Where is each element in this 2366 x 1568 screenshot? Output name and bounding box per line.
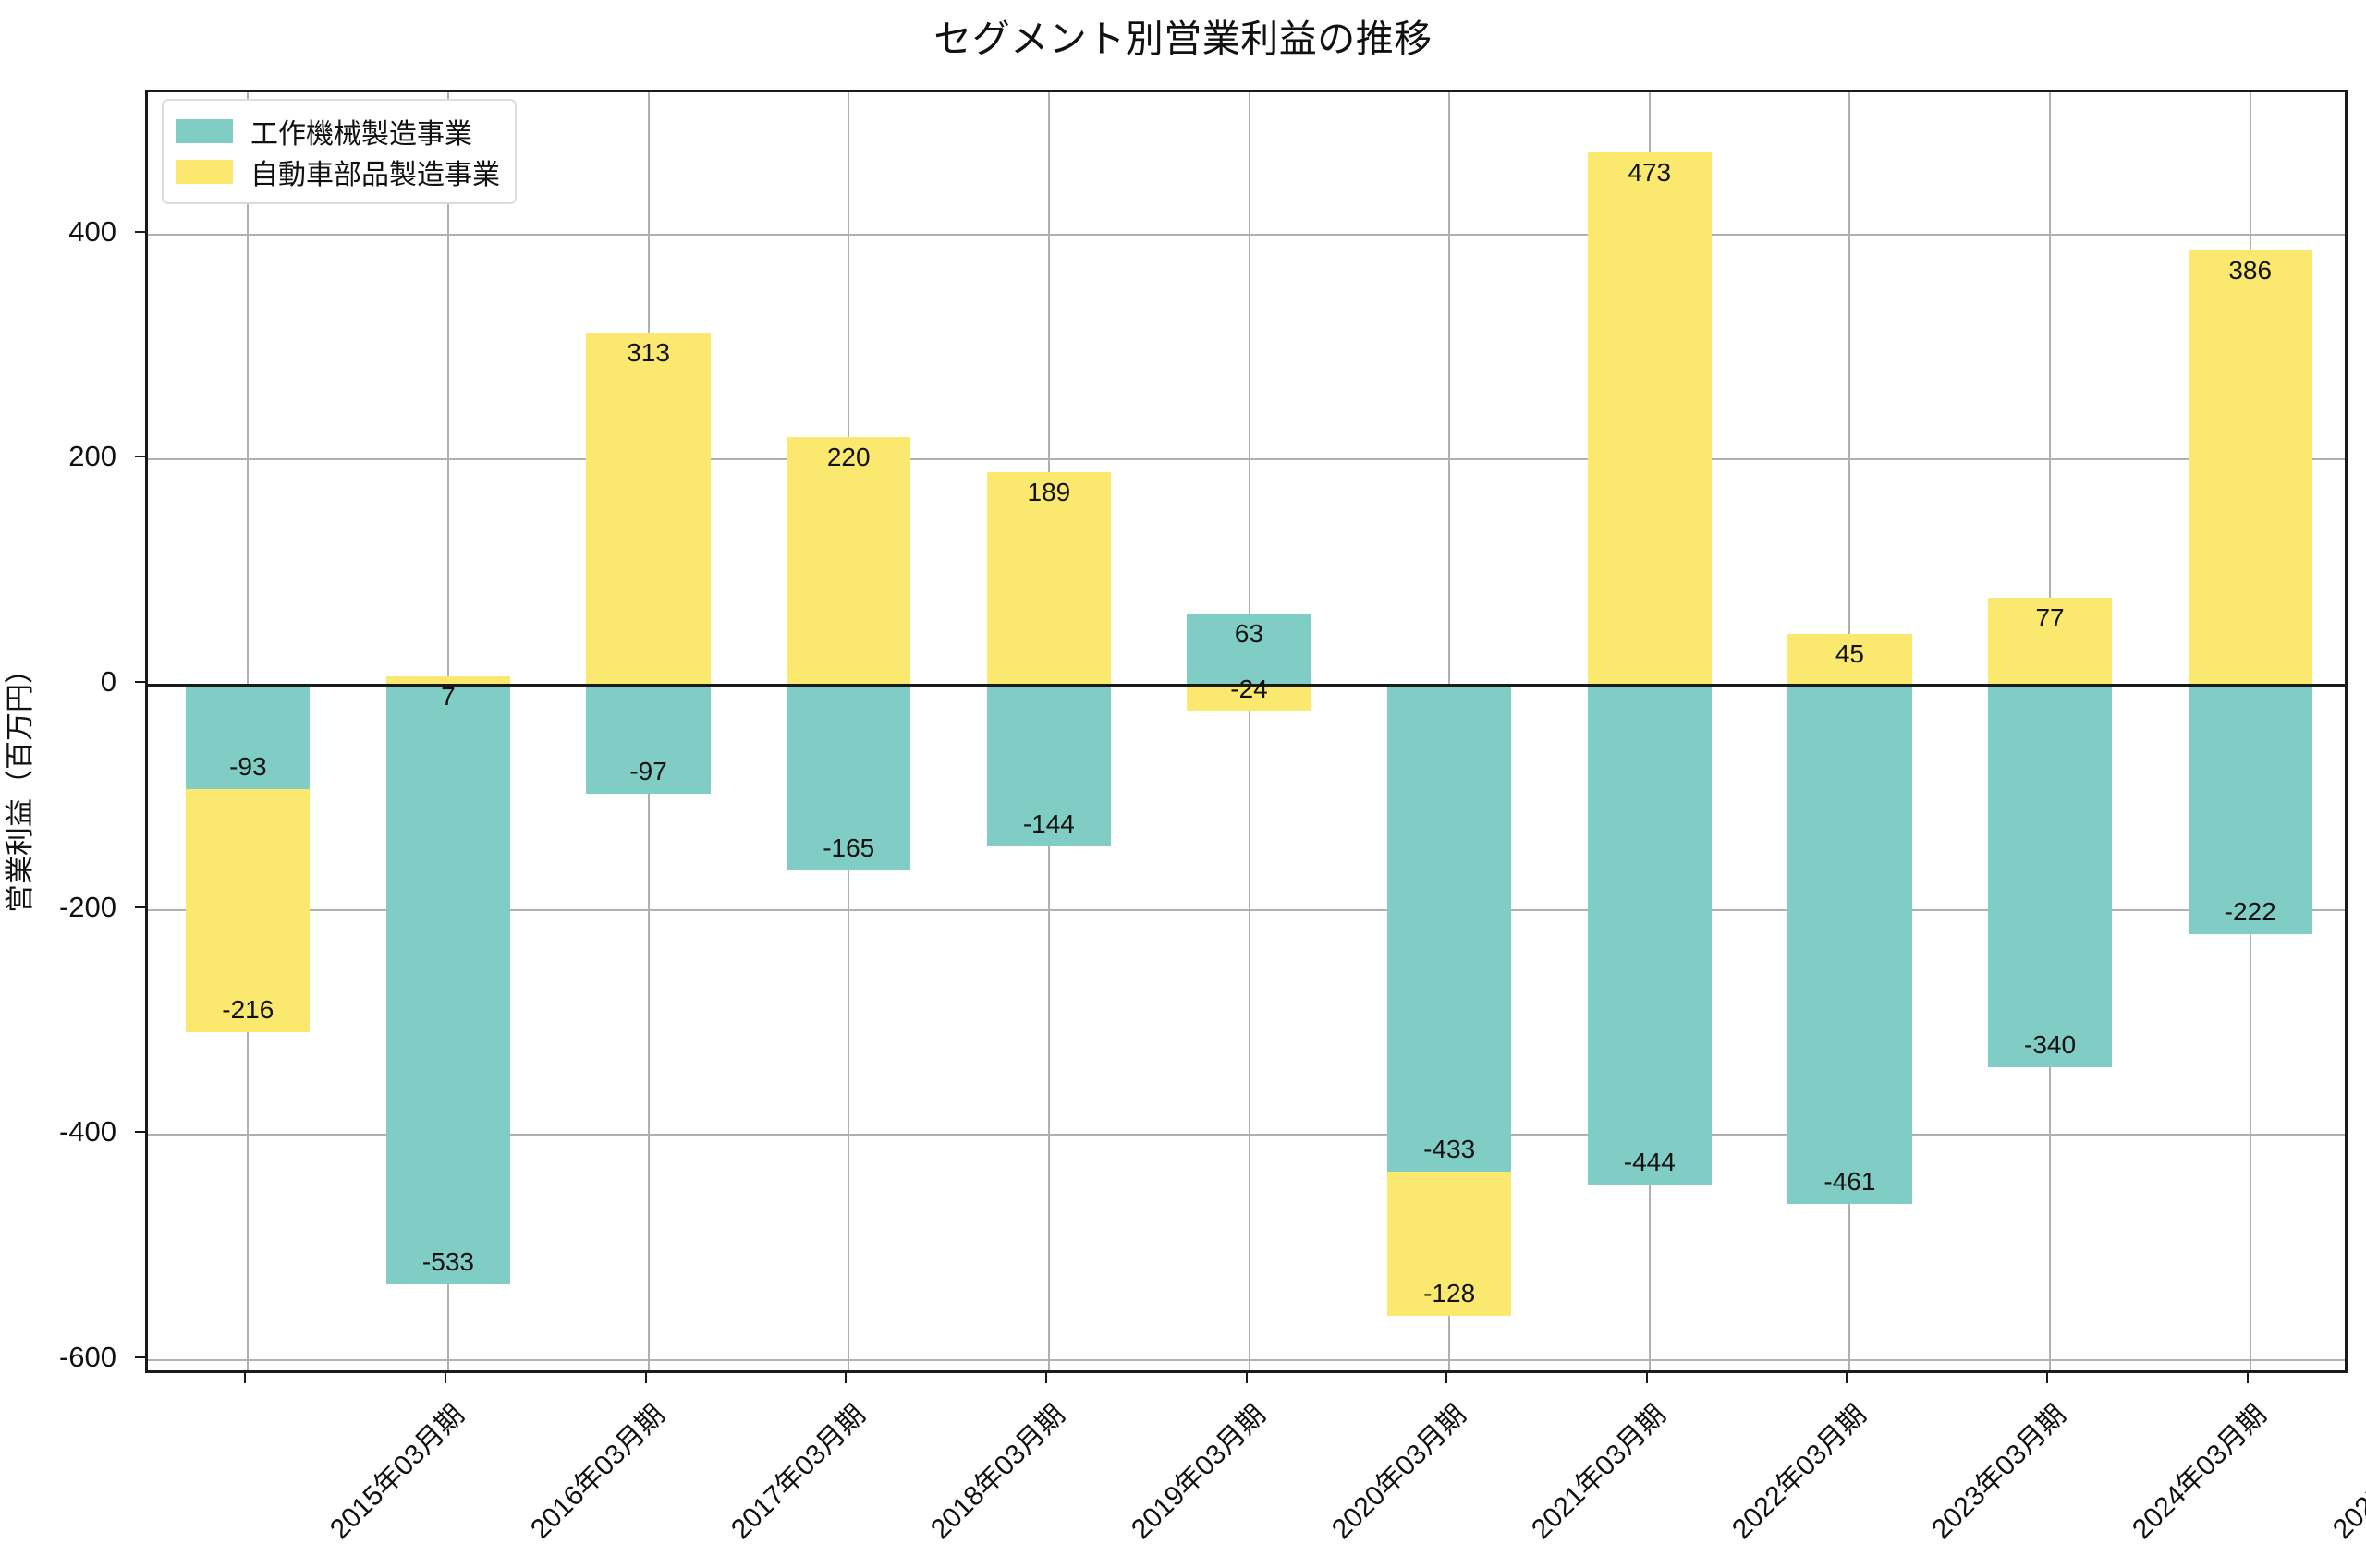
x-tick-label: 2015年03月期 [324,1399,471,1546]
x-tick-mark [644,1373,647,1383]
bar-segment[interactable] [2188,249,2312,685]
bar-segment[interactable] [1987,684,2113,1068]
x-tick-label: 2016年03月期 [524,1399,671,1546]
bar-value-label: -24 [1230,675,1268,704]
bar-value-label: -533 [421,1247,474,1277]
bar-segment[interactable] [1386,1172,1512,1317]
x-tick-label: 2024年03月期 [2127,1399,2273,1546]
bar-value-label: -461 [1823,1166,1876,1196]
chart-legend: 工作機械製造事業 自動車部品製造事業 [162,99,517,204]
bar-value-label: -216 [222,995,274,1025]
x-tick-label: 2018年03月期 [925,1399,1072,1546]
legend-swatch-machine-tools [176,119,233,143]
legend-label-auto-parts: 自動車部品製造事業 [250,160,500,190]
legend-item-auto-parts[interactable]: 自動車部品製造事業 [176,152,500,192]
x-tick-label: 2020年03月期 [1325,1399,1472,1546]
bar-value-label: 45 [1835,639,1864,669]
bar-segment[interactable] [1187,684,1311,712]
bar-value-label: -93 [229,752,267,782]
gridline-vertical [1248,92,1250,1370]
legend-label-machine-tools: 工作機械製造事業 [250,119,472,150]
y-tick-mark [135,1355,145,1358]
y-tick-label: -400 [58,1115,116,1149]
zero-line [148,683,2345,687]
x-tick-mark [1044,1373,1047,1383]
x-tick-mark [845,1373,848,1383]
bar-value-label: -340 [2024,1030,2077,1060]
x-tick-mark [1846,1373,1848,1383]
x-tick-mark [2246,1373,2249,1383]
x-tick-label: 2017年03月期 [725,1399,872,1546]
bar-segment[interactable] [385,684,511,1285]
y-tick-label: 0 [100,664,116,698]
gridline-horizontal [148,1358,2345,1361]
bar-segment[interactable] [1386,684,1512,1173]
bar-value-label: -433 [1423,1135,1476,1164]
gridline-horizontal [148,908,2345,911]
bar-value-label: -97 [629,757,667,786]
x-tick-mark [1245,1373,1248,1383]
bar-value-label: 63 [1234,619,1264,649]
bar-segment[interactable] [385,676,511,685]
bar-value-label: -144 [1022,809,1075,839]
y-tick-mark [135,1131,145,1134]
bar-value-label: 386 [2228,255,2273,285]
x-tick-mark [1445,1373,1448,1383]
legend-item-machine-tools[interactable]: 工作機械製造事業 [176,111,500,152]
gridline-horizontal [148,233,2345,236]
bar-value-label: 473 [1628,157,1672,187]
y-tick-mark [135,906,145,908]
plot-area: -93 -216 -533 7 -97 313 -165 220 -144 189 63 -24 -43… [145,90,2348,1373]
bar-segment[interactable] [1787,634,1912,685]
bar-value-label: -128 [1423,1279,1476,1308]
y-tick-mark [135,230,145,233]
bar-value-label: -444 [1623,1147,1676,1176]
bar-segment[interactable] [586,684,711,795]
bar-segment[interactable] [1587,684,1712,1185]
y-tick-mark [135,680,145,683]
bar-value-label: 313 [627,337,670,367]
bar-segment[interactable] [787,684,911,870]
x-tick-label: 2021年03月期 [1526,1399,1672,1546]
y-tick-label: 200 [68,440,116,473]
x-tick-label: 2025年03月期 [2326,1399,2366,1546]
bar-value-label: -222 [2224,897,2276,927]
bar-value-label: 77 [2035,603,2065,633]
bar-value-label: 189 [1027,477,1071,506]
bar-segment[interactable] [787,436,911,685]
bar-segment[interactable] [986,684,1112,847]
y-tick-label: -600 [58,1340,116,1373]
bar-value-label: 220 [826,442,871,471]
bar-segment[interactable] [1787,684,1912,1204]
bar-segment[interactable] [1187,614,1311,685]
x-tick-mark [244,1373,247,1383]
x-tick-label: 2019年03月期 [1125,1399,1272,1546]
bar-segment[interactable] [1987,598,2113,685]
y-tick-label: 400 [68,214,116,248]
legend-swatch-auto-parts [176,160,233,184]
x-tick-mark [444,1373,446,1383]
gridline-horizontal [148,1134,2345,1136]
x-tick-label: 2023年03月期 [1926,1399,2073,1546]
y-tick-label: -200 [58,890,116,923]
bar-segment[interactable] [986,471,1112,685]
bar-segment[interactable] [2188,684,2312,935]
bar-segment[interactable] [586,332,711,685]
chart-title: セグメント別営業利益の推移 [933,18,1433,60]
bar-value-label: 7 [441,682,456,711]
bar-segment[interactable] [186,684,311,790]
bar-value-label: -165 [823,833,875,862]
gridline-horizontal [148,458,2345,461]
x-tick-label: 2022年03月期 [1726,1399,1872,1546]
bar-segment[interactable] [186,789,311,1033]
y-tick-mark [135,456,145,458]
x-tick-mark [1645,1373,1648,1383]
x-tick-mark [2046,1373,2049,1383]
bar-segment[interactable] [1587,152,1712,685]
